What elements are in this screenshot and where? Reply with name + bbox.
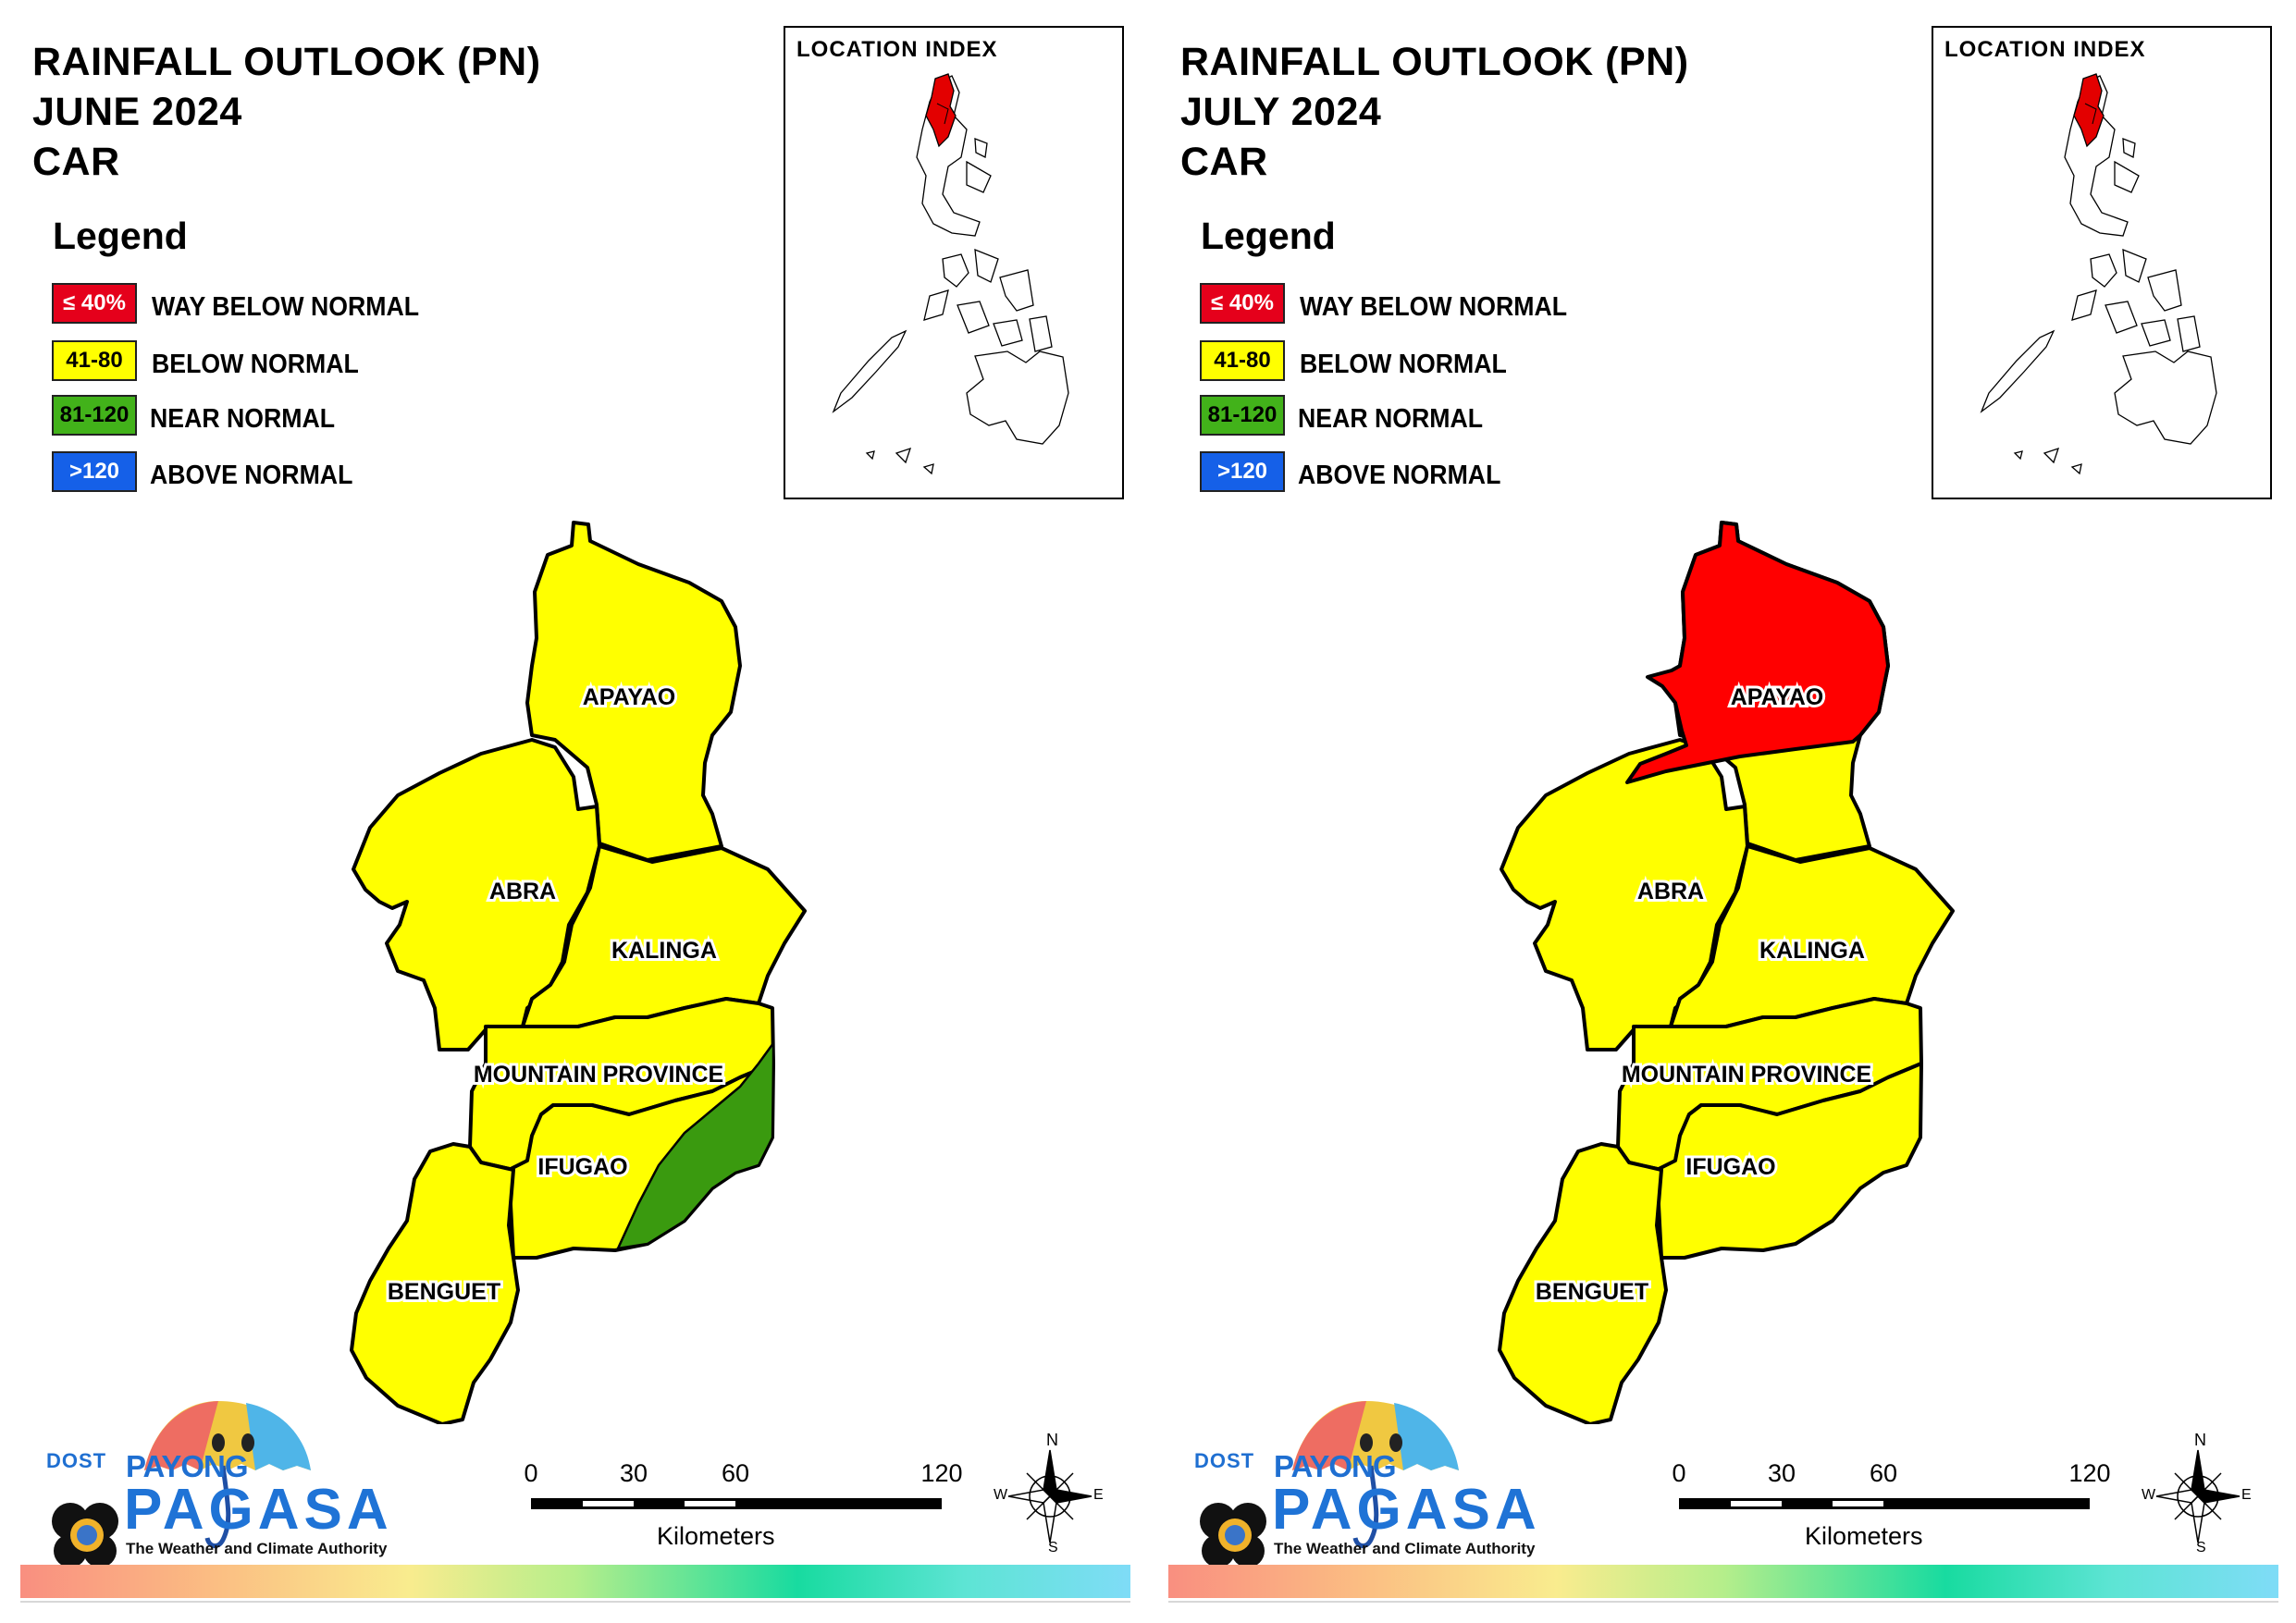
inset-title: LOCATION INDEX — [1944, 37, 2146, 62]
title-line-1: RAINFALL OUTLOOK (PN) — [32, 40, 541, 84]
legend-swatch: 81-120 — [52, 395, 137, 436]
car-province-map: APAYAO ABRA KALINGA MOUNTAIN PROVINCE IF… — [350, 521, 807, 1424]
footer-divider — [20, 1601, 1130, 1603]
compass-north: N — [1046, 1431, 1058, 1449]
car-province-map: APAYAO ABRA KALINGA MOUNTAIN PROVINCE IF… — [1498, 521, 1955, 1424]
north-arrow-compass: N S E W — [994, 1431, 1104, 1556]
outlook-panel-june: RAINFALL OUTLOOK (PN) JUNE 2024 CAR Lege… — [20, 26, 1130, 1603]
province-label-apayao: APAYAO — [1731, 684, 1824, 710]
philippines-outline-map — [832, 73, 1069, 475]
legend-label: ABOVE NORMAL — [150, 461, 353, 490]
apayao-region — [525, 521, 742, 862]
scale-tick: 60 — [721, 1459, 750, 1487]
outlook-panel-july: RAINFALL OUTLOOK (PN) JULY 2024 CAR Lege… — [1148, 0, 2296, 1623]
near-normal-zone — [615, 1039, 775, 1250]
scale-tick: 60 — [1869, 1459, 1898, 1487]
title-line-1: RAINFALL OUTLOOK (PN) — [1180, 40, 1689, 84]
province-label-apayao: APAYAO — [583, 684, 676, 710]
legend-swatch: 41-80 — [1200, 340, 1285, 381]
scale-tick: 0 — [524, 1459, 538, 1487]
scale-tick: 120 — [920, 1459, 963, 1487]
inset-title: LOCATION INDEX — [796, 37, 998, 62]
legend-swatch: 41-80 — [52, 340, 137, 381]
logo-payong-text: PAYONG — [126, 1449, 249, 1483]
title-line-2: JULY 2024 — [1180, 90, 1382, 134]
benguet-region — [1498, 1142, 1668, 1424]
compass-west: W — [2142, 1487, 2156, 1503]
province-label-benguet: BENGUET — [1536, 1279, 1648, 1305]
ifugao-region — [1655, 1062, 1923, 1260]
legend-label: WAY BELOW NORMAL — [152, 292, 420, 322]
legend-swatch: >120 — [1200, 451, 1285, 492]
logo-dost-text: DOST — [1194, 1449, 1255, 1472]
legend-swatch: 81-120 — [1200, 395, 1285, 436]
province-label-abra: ABRA — [489, 879, 556, 904]
logo-dost-text: DOST — [46, 1449, 107, 1472]
compass-south: S — [1048, 1540, 1058, 1555]
compass-north: N — [2194, 1431, 2206, 1449]
title-line-3: CAR — [1180, 140, 1268, 184]
umbrella-icon — [52, 1401, 311, 1568]
north-arrow-compass: N S E W — [2142, 1431, 2252, 1556]
legend-label: BELOW NORMAL — [152, 350, 359, 379]
scale-bar-graphic — [531, 1498, 942, 1509]
scale-bar: 0 30 60 120 Kilometers — [1666, 1459, 2129, 1561]
benguet-region — [350, 1142, 520, 1424]
location-index-inset: LOCATION INDEX — [1932, 26, 2272, 499]
legend-title: Legend — [1201, 215, 1336, 257]
umbrella-icon — [1200, 1401, 1459, 1568]
logo-pagasa-text: PAGASA — [1272, 1478, 1541, 1542]
footer-gradient-bar — [20, 1565, 1130, 1598]
province-label-kalinga: KALINGA — [611, 938, 717, 964]
logo-tagline: The Weather and Climate Authority — [126, 1540, 388, 1557]
location-index-inset: LOCATION INDEX — [784, 26, 1124, 499]
scale-bar-graphic — [1679, 1498, 2090, 1509]
logo-payong-text: PAYONG — [1274, 1449, 1397, 1483]
legend-label: ABOVE NORMAL — [1298, 461, 1501, 490]
compass-rose-icon — [1007, 1449, 1092, 1543]
pagasa-logo: DOST PAYONG PAGASA The Weather and Clima… — [1181, 1392, 1561, 1568]
province-label-ifugao: IFUGAO — [537, 1154, 627, 1180]
scale-unit-label: Kilometers — [1805, 1522, 1923, 1550]
scale-tick: 30 — [619, 1459, 648, 1487]
compass-south: S — [2196, 1540, 2206, 1555]
title-line-2: JUNE 2024 — [32, 90, 242, 134]
province-label-benguet: BENGUET — [388, 1279, 500, 1305]
scale-tick: 30 — [1767, 1459, 1796, 1487]
legend-swatch: ≤ 40% — [1200, 283, 1285, 324]
legend-swatch: ≤ 40% — [52, 283, 137, 324]
province-label-ifugao: IFUGAO — [1685, 1154, 1775, 1180]
logo-pagasa-text: PAGASA — [124, 1478, 393, 1542]
legend-label: WAY BELOW NORMAL — [1300, 292, 1568, 322]
way-below-normal-zone — [1625, 521, 1890, 784]
province-label-abra: ABRA — [1637, 879, 1704, 904]
compass-rose-icon — [2155, 1449, 2240, 1543]
logo-tagline: The Weather and Climate Authority — [1274, 1540, 1536, 1557]
legend-title: Legend — [53, 215, 188, 257]
scale-tick: 120 — [2068, 1459, 2111, 1487]
scale-tick: 0 — [1672, 1459, 1686, 1487]
compass-east: E — [2241, 1487, 2252, 1503]
footer-divider — [1168, 1601, 2278, 1603]
scale-unit-label: Kilometers — [657, 1522, 775, 1550]
province-label-mountain-province: MOUNTAIN PROVINCE — [1622, 1062, 1871, 1088]
legend-label: NEAR NORMAL — [1298, 404, 1484, 434]
province-label-kalinga: KALINGA — [1759, 938, 1865, 964]
map-title: RAINFALL OUTLOOK (PN) JUNE 2024 CAR — [32, 37, 541, 187]
map-title: RAINFALL OUTLOOK (PN) JULY 2024 CAR — [1180, 37, 1689, 187]
pagasa-logo: DOST PAYONG PAGASA The Weather and Clima… — [33, 1392, 413, 1568]
footer-gradient-bar — [1168, 1565, 2278, 1598]
legend-label: NEAR NORMAL — [150, 404, 336, 434]
legend-swatch: >120 — [52, 451, 137, 492]
legend-label: BELOW NORMAL — [1300, 350, 1507, 379]
philippines-outline-map — [1980, 73, 2217, 475]
compass-west: W — [994, 1487, 1008, 1503]
title-line-3: CAR — [32, 140, 120, 184]
scale-bar: 0 30 60 120 Kilometers — [518, 1459, 981, 1561]
compass-east: E — [1093, 1487, 1104, 1503]
province-label-mountain-province: MOUNTAIN PROVINCE — [474, 1062, 723, 1088]
